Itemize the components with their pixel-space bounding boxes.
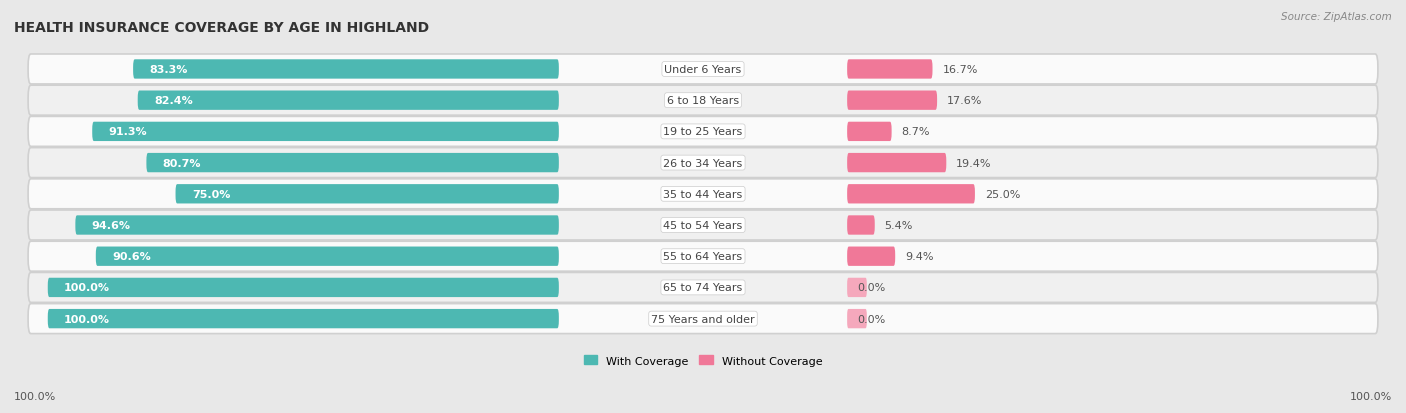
Text: 16.7%: 16.7% xyxy=(942,65,977,75)
Text: 55 to 64 Years: 55 to 64 Years xyxy=(664,252,742,261)
Text: Under 6 Years: Under 6 Years xyxy=(665,65,741,75)
Text: 19 to 25 Years: 19 to 25 Years xyxy=(664,127,742,137)
FancyBboxPatch shape xyxy=(134,60,558,79)
FancyBboxPatch shape xyxy=(848,60,932,79)
FancyBboxPatch shape xyxy=(93,122,558,142)
FancyBboxPatch shape xyxy=(146,154,558,173)
Text: 26 to 34 Years: 26 to 34 Years xyxy=(664,158,742,168)
FancyBboxPatch shape xyxy=(138,91,558,111)
FancyBboxPatch shape xyxy=(848,91,938,111)
FancyBboxPatch shape xyxy=(848,309,868,328)
FancyBboxPatch shape xyxy=(48,309,558,328)
FancyBboxPatch shape xyxy=(848,216,875,235)
FancyBboxPatch shape xyxy=(48,278,558,297)
FancyBboxPatch shape xyxy=(28,55,1378,85)
Text: 90.6%: 90.6% xyxy=(112,252,150,261)
FancyBboxPatch shape xyxy=(28,242,1378,271)
Text: 100.0%: 100.0% xyxy=(65,283,110,293)
FancyBboxPatch shape xyxy=(28,211,1378,240)
FancyBboxPatch shape xyxy=(848,247,896,266)
Text: 6 to 18 Years: 6 to 18 Years xyxy=(666,96,740,106)
Text: 0.0%: 0.0% xyxy=(858,283,886,293)
Text: 94.6%: 94.6% xyxy=(91,221,131,230)
FancyBboxPatch shape xyxy=(28,148,1378,178)
Text: 19.4%: 19.4% xyxy=(956,158,991,168)
Text: 80.7%: 80.7% xyxy=(163,158,201,168)
FancyBboxPatch shape xyxy=(848,185,974,204)
Text: 35 to 44 Years: 35 to 44 Years xyxy=(664,189,742,199)
Text: 45 to 54 Years: 45 to 54 Years xyxy=(664,221,742,230)
Text: 0.0%: 0.0% xyxy=(858,314,886,324)
FancyBboxPatch shape xyxy=(28,179,1378,209)
FancyBboxPatch shape xyxy=(28,304,1378,334)
Text: 17.6%: 17.6% xyxy=(946,96,983,106)
Text: 100.0%: 100.0% xyxy=(14,391,56,401)
FancyBboxPatch shape xyxy=(176,185,558,204)
FancyBboxPatch shape xyxy=(848,122,891,142)
FancyBboxPatch shape xyxy=(848,154,946,173)
Text: 8.7%: 8.7% xyxy=(901,127,929,137)
Text: 100.0%: 100.0% xyxy=(65,314,110,324)
Text: 75 Years and older: 75 Years and older xyxy=(651,314,755,324)
FancyBboxPatch shape xyxy=(28,86,1378,116)
Text: 9.4%: 9.4% xyxy=(905,252,934,261)
FancyBboxPatch shape xyxy=(96,247,558,266)
Text: 83.3%: 83.3% xyxy=(149,65,188,75)
Text: 75.0%: 75.0% xyxy=(191,189,231,199)
Text: 65 to 74 Years: 65 to 74 Years xyxy=(664,283,742,293)
Text: 25.0%: 25.0% xyxy=(984,189,1021,199)
FancyBboxPatch shape xyxy=(28,117,1378,147)
FancyBboxPatch shape xyxy=(28,273,1378,303)
Text: Source: ZipAtlas.com: Source: ZipAtlas.com xyxy=(1281,12,1392,22)
Text: 5.4%: 5.4% xyxy=(884,221,912,230)
FancyBboxPatch shape xyxy=(76,216,558,235)
Text: HEALTH INSURANCE COVERAGE BY AGE IN HIGHLAND: HEALTH INSURANCE COVERAGE BY AGE IN HIGH… xyxy=(14,21,429,35)
Text: 82.4%: 82.4% xyxy=(155,96,193,106)
Legend: With Coverage, Without Coverage: With Coverage, Without Coverage xyxy=(579,351,827,370)
FancyBboxPatch shape xyxy=(848,278,868,297)
Text: 91.3%: 91.3% xyxy=(108,127,148,137)
Text: 100.0%: 100.0% xyxy=(1350,391,1392,401)
